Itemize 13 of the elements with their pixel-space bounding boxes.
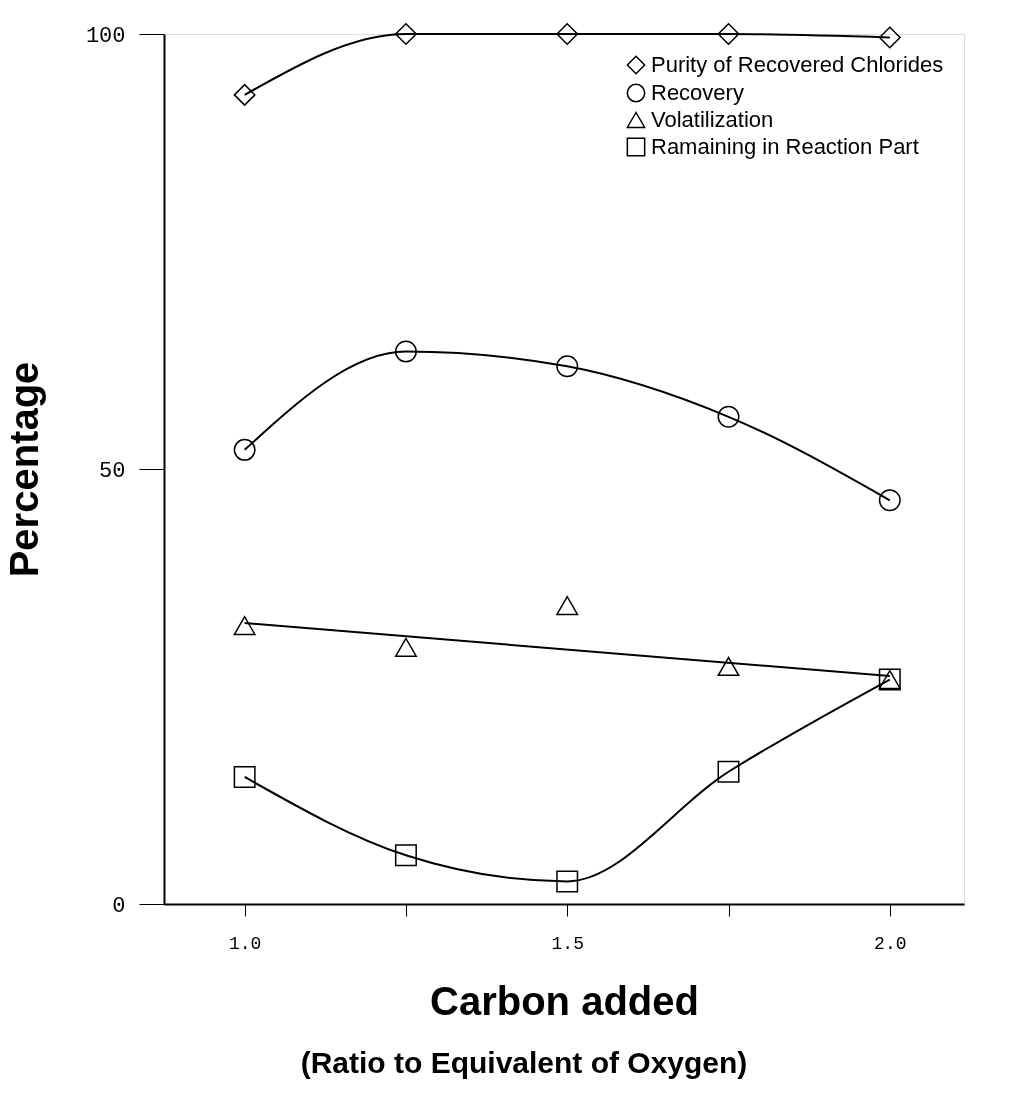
y-axis-title: Percentage (1, 361, 46, 578)
text: (Ratio to Equivalent of Oxygen) (300, 1046, 748, 1079)
y-tick-label: 100 (85, 23, 126, 49)
x-tick-label: 2.0 (874, 933, 907, 954)
legend-label: Purity of Recovered Chlorides (651, 52, 944, 77)
x-axis-title: Carbon added (430, 978, 699, 1023)
x-tick-label: 1.0 (228, 933, 262, 954)
legend-label: Recovery (651, 80, 744, 105)
y-tick-label: 50 (99, 458, 126, 484)
legend-label: Volatilization (651, 107, 774, 132)
y-tick-label: 0 (112, 893, 126, 919)
x-tick-label: 1.5 (551, 933, 584, 954)
legend-label: Ramaining in Reaction Part (651, 134, 919, 159)
